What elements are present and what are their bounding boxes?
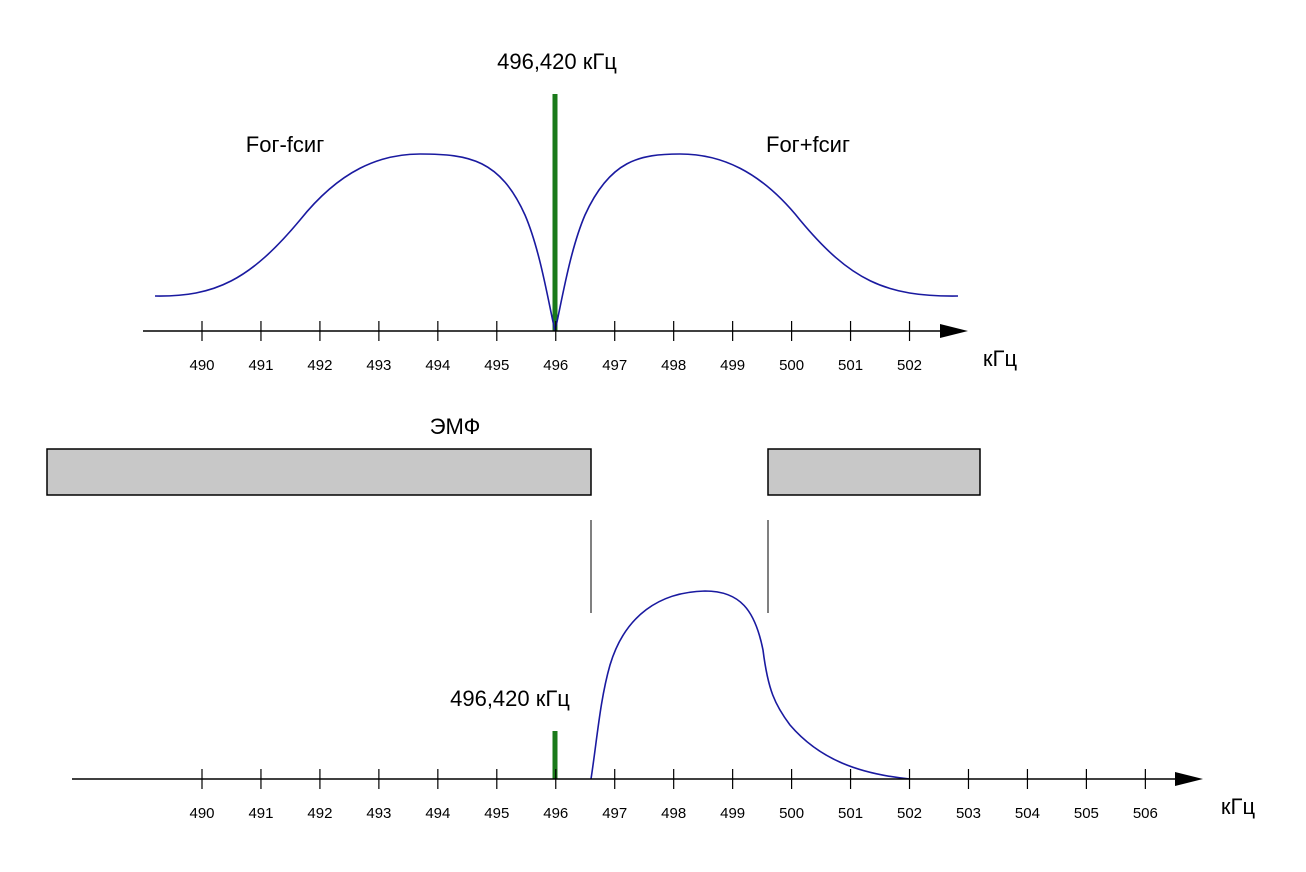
tick-label: 500 <box>779 357 804 374</box>
tick-label: 502 <box>897 357 922 374</box>
tick-label: 494 <box>425 805 450 822</box>
tick-label: 492 <box>307 357 332 374</box>
tick-label: 506 <box>1133 805 1158 822</box>
tick-label: 496 <box>543 805 568 822</box>
tick-label: 500 <box>779 805 804 822</box>
bottom-ticks: 490 491 492 493 494 495 496 497 498 499 500 501 502 5… <box>189 769 1158 822</box>
tick-label: 491 <box>248 357 273 374</box>
tick-label: 499 <box>720 805 745 822</box>
upper-sideband-label: Fог+fсиг <box>766 132 850 157</box>
tick-label: 498 <box>661 805 686 822</box>
filtered-sideband <box>590 590 911 780</box>
filter-label: ЭМФ <box>430 414 481 439</box>
tick-label: 490 <box>189 357 214 374</box>
tick-label: 493 <box>366 805 391 822</box>
top-ticks: 490 491 492 493 494 495 496 497 498 499 500 501 502 <box>189 321 922 374</box>
lower-sideband-label: Fог-fсиг <box>246 132 324 157</box>
tick-label: 491 <box>248 805 273 822</box>
axis-unit: кГц <box>983 346 1018 371</box>
tick-label: 494 <box>425 357 450 374</box>
filter-block <box>767 448 981 496</box>
axis-unit: кГц <box>1221 794 1256 819</box>
tick-label: 504 <box>1015 805 1040 822</box>
tick-label: 503 <box>956 805 981 822</box>
tick-label: 492 <box>307 805 332 822</box>
tick-label: 495 <box>484 805 509 822</box>
tick-label: 490 <box>189 805 214 822</box>
tick-label: 498 <box>661 357 686 374</box>
tick-label: 502 <box>897 805 922 822</box>
marker-label: 496,420 кГц <box>450 686 570 711</box>
axis-arrow <box>940 324 968 338</box>
upper-sideband <box>554 153 959 332</box>
tick-label: 505 <box>1074 805 1099 822</box>
axis-arrow <box>1175 772 1203 786</box>
tick-label: 495 <box>484 357 509 374</box>
tick-label: 499 <box>720 357 745 374</box>
tick-label: 493 <box>366 357 391 374</box>
lower-sideband <box>154 153 556 332</box>
filter-block <box>46 448 592 496</box>
tick-label: 501 <box>838 357 863 374</box>
marker-label: 496,420 кГц <box>497 49 617 74</box>
tick-label: 496 <box>543 357 568 374</box>
tick-label: 497 <box>602 357 627 374</box>
tick-label: 497 <box>602 805 627 822</box>
tick-label: 501 <box>838 805 863 822</box>
